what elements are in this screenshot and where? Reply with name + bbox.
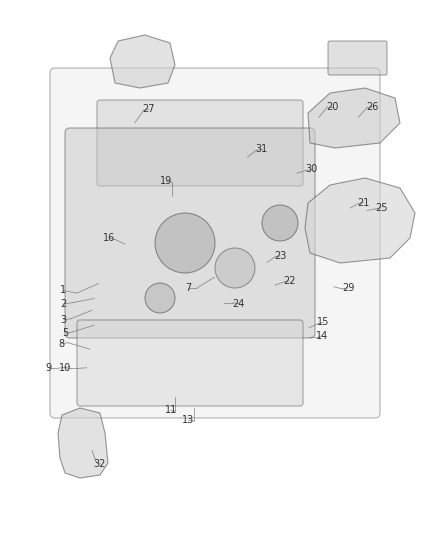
FancyBboxPatch shape	[50, 68, 380, 418]
Text: 20: 20	[327, 102, 339, 111]
Text: 14: 14	[316, 331, 328, 341]
Polygon shape	[305, 178, 415, 263]
FancyBboxPatch shape	[77, 320, 303, 406]
Text: 19: 19	[160, 176, 173, 186]
Circle shape	[262, 205, 298, 241]
Text: 9: 9	[45, 363, 51, 373]
Text: 23: 23	[274, 251, 286, 261]
Text: 31: 31	[256, 144, 268, 154]
Text: 21: 21	[357, 198, 370, 207]
Circle shape	[145, 283, 175, 313]
Polygon shape	[58, 408, 108, 478]
Text: 29: 29	[342, 283, 354, 293]
Text: 16: 16	[103, 233, 116, 243]
Text: 30: 30	[306, 165, 318, 174]
FancyBboxPatch shape	[97, 100, 303, 186]
Text: 1: 1	[60, 286, 67, 295]
Text: 25: 25	[375, 203, 387, 213]
Circle shape	[155, 213, 215, 273]
Text: 3: 3	[60, 315, 67, 325]
Polygon shape	[110, 35, 175, 88]
Text: 7: 7	[185, 283, 191, 293]
Text: 2: 2	[60, 299, 67, 309]
Text: 10: 10	[59, 363, 71, 373]
Text: 32: 32	[94, 459, 106, 469]
Text: 15: 15	[317, 318, 329, 327]
Text: 22: 22	[283, 276, 295, 286]
Text: 13: 13	[182, 415, 194, 425]
FancyBboxPatch shape	[328, 41, 387, 75]
Text: 27: 27	[143, 104, 155, 114]
Text: 24: 24	[233, 299, 245, 309]
FancyBboxPatch shape	[65, 128, 315, 338]
Text: 26: 26	[366, 102, 378, 111]
Text: 8: 8	[58, 339, 64, 349]
Polygon shape	[308, 88, 400, 148]
Text: 11: 11	[165, 406, 177, 415]
Text: 5: 5	[63, 328, 69, 338]
Circle shape	[215, 248, 255, 288]
